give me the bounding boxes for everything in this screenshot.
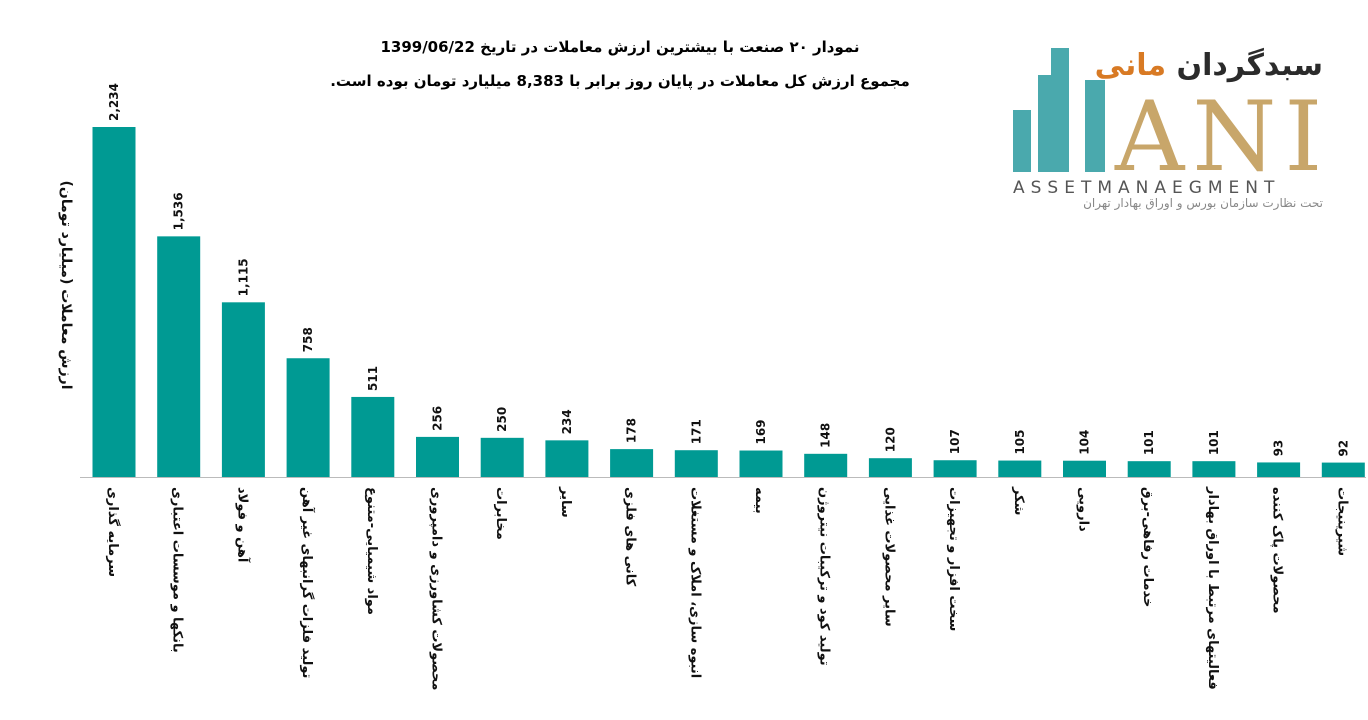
category-label-6: محصولات کشاورزی و دامپروری [429, 487, 444, 690]
value-label-4: 758 [301, 327, 315, 352]
value-label-13: 120 [883, 427, 897, 452]
logo-bar-4 [1085, 80, 1105, 172]
value-label-15: 105 [1013, 429, 1027, 454]
bar-6 [416, 436, 459, 477]
logo-tagline-en: ASSETMANAEGMENT [1013, 178, 1281, 198]
value-label-2: 1,536 [172, 192, 186, 230]
category-label-16: دارویی [1076, 487, 1091, 532]
bar-13 [868, 458, 912, 477]
chart-title-block: نمودار ۲۰ صنعت با بیشترین ارزش معاملات د… [300, 30, 940, 98]
category-label-1: سرمایه گذاری [105, 487, 121, 577]
category-label-2: بانکها و موسسات اعتباری [170, 487, 185, 653]
category-label-11: بیمه [752, 487, 767, 514]
chart-subtitle: مجموع ارزش کل معاملات در پایان روز برابر… [330, 72, 910, 90]
chart-title: نمودار ۲۰ صنعت با بیشترین ارزش معاملات د… [380, 38, 860, 56]
category-label-4: تولید فلزات گرانبهای غیر آهن [299, 487, 316, 678]
value-label-16: 104 [1078, 430, 1092, 455]
category-label-9: کانی های فلزی [623, 487, 638, 587]
value-label-17: 101 [1142, 430, 1156, 455]
category-label-15: شکر [1011, 486, 1026, 515]
value-label-6: 256 [431, 406, 445, 431]
value-label-20: 92 [1336, 440, 1350, 457]
value-label-1: 2,234 [107, 83, 121, 121]
category-label-20: شیرینیجات [1334, 487, 1349, 556]
bar-19 [1257, 462, 1301, 477]
bars-layer: 2,234 سرمایه گذاری 1,536 بانکها و موسسات اع… [92, 83, 1365, 690]
y-axis-label: ارزش معاملات (میلیارد تومان) [58, 180, 74, 389]
category-label-10: انبوه سازی، املاک و مستغلات [687, 487, 702, 678]
value-label-14: 107 [948, 429, 962, 454]
value-label-11: 169 [754, 419, 768, 444]
value-label-10: 171 [689, 419, 703, 444]
category-label-12: تولید کود و ترکیبات نیتروژن [817, 487, 832, 666]
bar-10 [674, 450, 718, 477]
logo-tagline-fa: تحت نظارت سازمان بورس و اوراق بهادار تهر… [1083, 196, 1323, 210]
value-label-3: 1,115 [236, 258, 250, 296]
logo-graphic: ANI [1013, 48, 1330, 193]
bar-11 [739, 450, 783, 477]
category-label-17: خدمات رفاهی-برق [1140, 487, 1155, 607]
bar-15 [998, 460, 1042, 477]
value-label-19: 93 [1272, 440, 1286, 457]
category-label-5: مواد شیمیایی-متنوع [364, 487, 379, 615]
value-label-18: 101 [1207, 430, 1221, 455]
logo-persian-main: سبدگردان [1176, 48, 1323, 83]
company-logo: ANI سبدگردان مانی ASSETMANAEGMENT تحت نظ… [1005, 40, 1345, 220]
bar-8 [545, 440, 589, 477]
value-label-12: 148 [819, 423, 833, 448]
category-label-3: آهن و فولاد [234, 487, 251, 563]
logo-persian-accent: مانی [1094, 48, 1167, 83]
bar-16 [1063, 460, 1106, 477]
category-label-8: سایر [558, 486, 573, 518]
bar-1 [92, 127, 136, 477]
category-label-19: محصولات پاک کننده [1270, 487, 1285, 614]
bar-18 [1192, 461, 1236, 477]
value-label-7: 250 [495, 407, 509, 432]
value-label-9: 178 [625, 418, 639, 443]
bar-14 [933, 460, 977, 477]
value-label-8: 234 [560, 409, 574, 434]
bar-4 [286, 358, 330, 477]
logo-bar-1 [1013, 110, 1031, 172]
logo-bar-2 [1038, 75, 1052, 172]
logo-persian-name: سبدگردان مانی [1095, 48, 1323, 83]
category-label-14: سخت افزار و تجهیزات [946, 487, 961, 631]
bar-9 [610, 449, 654, 477]
bar-5 [351, 396, 395, 477]
bar-12 [804, 453, 848, 477]
bar-3 [221, 302, 265, 477]
category-label-13: سایر محصولات غذایی [881, 487, 896, 627]
bar-20 [1321, 462, 1365, 477]
logo-bar-3 [1051, 48, 1069, 172]
bar-7 [480, 437, 524, 477]
category-label-18: فعالیتهای مرتبط با اوراق بهادار [1205, 486, 1220, 690]
logo-wordmark: ANI [1114, 81, 1330, 193]
category-label-7: مخابرات [493, 487, 508, 540]
bar-17 [1127, 461, 1171, 477]
bar-2 [157, 236, 201, 477]
value-label-5: 511 [366, 366, 380, 391]
